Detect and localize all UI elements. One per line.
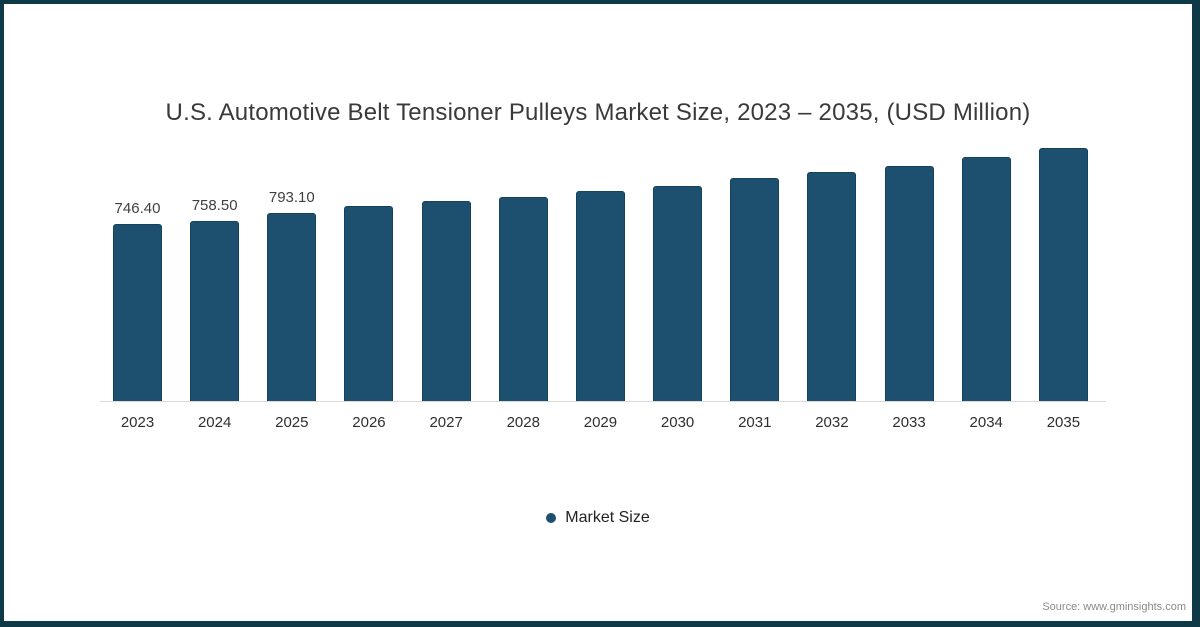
x-axis-label: 2026 xyxy=(352,414,386,431)
x-axis-label: 2029 xyxy=(583,414,618,431)
bar xyxy=(344,205,394,401)
bar xyxy=(730,178,780,401)
bar xyxy=(807,172,857,401)
x-axis-label: 2031 xyxy=(738,414,772,431)
bar-column xyxy=(498,196,548,401)
x-axis-line xyxy=(100,401,1106,402)
bar xyxy=(421,200,471,401)
bar-value-label: 746.40 xyxy=(114,199,161,217)
bar-column: 793.10 xyxy=(267,188,317,401)
legend-circle-icon xyxy=(546,513,557,523)
bar xyxy=(884,165,934,401)
bar xyxy=(267,212,317,401)
bar-column: 758.50 xyxy=(190,197,240,401)
x-axis-label: 2035 xyxy=(1046,414,1081,431)
x-axis-label: 2025 xyxy=(275,414,309,431)
bar xyxy=(575,191,625,401)
bar xyxy=(190,221,240,401)
x-axis-label: 2024 xyxy=(197,414,232,431)
bar-column xyxy=(653,185,703,401)
x-axis-label: 2033 xyxy=(892,414,926,431)
x-axis-label: 2032 xyxy=(815,414,849,431)
chart-title: U.S. Automotive Belt Tensioner Pulleys M… xyxy=(165,99,1031,126)
bar-column xyxy=(807,172,857,401)
x-axis-label: 2027 xyxy=(429,414,463,431)
bar-column xyxy=(961,157,1011,401)
bar xyxy=(961,157,1011,401)
bar-value-label: 758.50 xyxy=(191,197,238,214)
bar-column xyxy=(1038,148,1088,401)
source-text: Source: www.gminsights.com xyxy=(1042,601,1186,613)
bar-column xyxy=(421,200,471,401)
bar-column: 746.40 xyxy=(113,200,162,401)
x-axis-label: 2028 xyxy=(506,414,540,431)
plot-area: 746.40 758.50 793.10 xyxy=(113,140,1088,401)
x-axis-labels: 2023 2024 2025 2026 2027 2028 2029 2030 2031 2032… xyxy=(113,414,1088,431)
x-axis-label: 2023 xyxy=(120,414,155,431)
x-axis-label: 2030 xyxy=(660,414,695,431)
bar-column xyxy=(575,191,625,401)
bar-column xyxy=(730,178,780,401)
bar xyxy=(653,185,703,401)
bar-value-label: 793.10 xyxy=(268,188,315,206)
bar-column xyxy=(884,165,934,401)
bar-column xyxy=(344,205,394,401)
bar xyxy=(498,196,548,401)
bar xyxy=(113,223,162,401)
legend-label: Market Size xyxy=(565,509,650,526)
bar xyxy=(1038,148,1088,401)
legend-item-market-size[interactable]: Market Size xyxy=(4,509,1192,527)
x-axis-label: 2034 xyxy=(969,414,1003,431)
